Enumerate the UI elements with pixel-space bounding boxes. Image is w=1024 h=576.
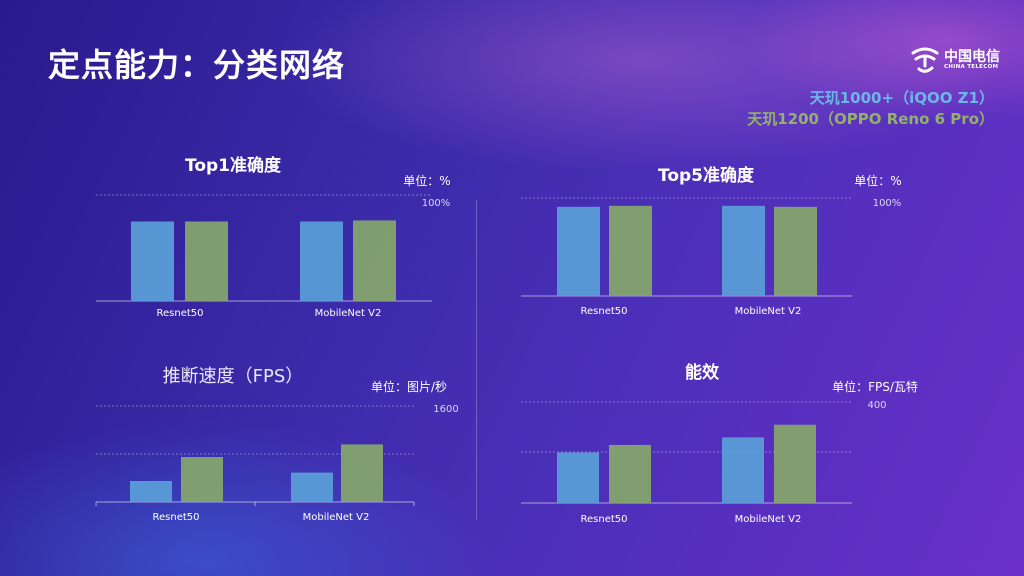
logo-mark-icon	[911, 47, 939, 73]
bar-mobilenet-series1	[722, 205, 765, 296]
chart-top1: Top1准确度 单位：% 100% Resnet50 MobileNet V2	[96, 155, 451, 319]
bar-resnet50-series1	[131, 221, 174, 301]
bar-mobilenet-series1	[722, 437, 764, 503]
legend-series1: 天玑1000+（iQOO Z1）	[809, 89, 994, 107]
bar-resnet50-series1	[130, 481, 172, 502]
bar-resnet50-series2	[185, 221, 228, 301]
legend-series2: 天玑1200（OPPO Reno 6 Pro）	[747, 110, 994, 128]
category-label-mobilenet: MobileNet V2	[303, 512, 370, 523]
logo-text-en: CHINA TELECOM	[944, 64, 999, 70]
category-label-resnet50: Resnet50	[153, 512, 200, 523]
chart-max-label: 100%	[873, 198, 902, 209]
category-label-resnet50: Resnet50	[581, 514, 628, 525]
chart-fps: 推断速度（FPS） 单位：图片/秒 1600 Resnet50 MobileNe…	[95, 366, 459, 523]
bar-resnet50-series2	[609, 444, 651, 503]
china-telecom-logo-icon: 中国电信 CHINA TELECOM	[910, 44, 1010, 76]
bar-mobilenet-series2	[774, 424, 816, 503]
chart-unit: 单位：%	[854, 173, 901, 188]
bar-mobilenet-series2	[341, 444, 383, 502]
legend: 天玑1000+（iQOO Z1） 天玑1200（OPPO Reno 6 Pro）	[747, 88, 994, 130]
bar-mobilenet-series1	[291, 472, 333, 502]
chart-efficiency: 能效 单位：FPS/瓦特 400 Resnet50 MobileNet V2	[521, 362, 918, 525]
category-label-mobilenet: MobileNet V2	[735, 306, 802, 317]
chart-title: Top1准确度	[185, 155, 282, 176]
page-title: 定点能力：分类网络	[48, 46, 346, 84]
bar-resnet50-series1	[557, 452, 599, 503]
chart-unit: 单位：%	[403, 173, 450, 188]
chart-max-label: 100%	[422, 198, 451, 209]
bar-resnet50-series2	[181, 457, 223, 502]
category-label-mobilenet: MobileNet V2	[315, 308, 382, 319]
chart-max-label: 1600	[433, 404, 458, 415]
chart-title: Top5准确度	[658, 165, 755, 186]
chart-unit: 单位：FPS/瓦特	[832, 379, 918, 394]
chart-top5: Top5准确度 单位：% 100% Resnet50 MobileNet V2	[521, 165, 902, 317]
category-label-mobilenet: MobileNet V2	[735, 514, 802, 525]
bar-resnet50-series1	[557, 206, 600, 296]
bar-mobilenet-series2	[353, 220, 396, 301]
chart-unit: 单位：图片/秒	[371, 379, 447, 394]
chart-title: 推断速度（FPS）	[163, 366, 304, 387]
logo-text-cn: 中国电信	[944, 49, 1000, 65]
category-label-resnet50: Resnet50	[157, 308, 204, 319]
chart-max-label: 400	[867, 400, 886, 411]
bar-resnet50-series2	[609, 205, 652, 296]
chart-title: 能效	[685, 362, 719, 383]
divider	[476, 200, 477, 520]
category-label-resnet50: Resnet50	[581, 306, 628, 317]
bar-mobilenet-series1	[300, 221, 343, 301]
bar-mobilenet-series2	[774, 206, 817, 296]
